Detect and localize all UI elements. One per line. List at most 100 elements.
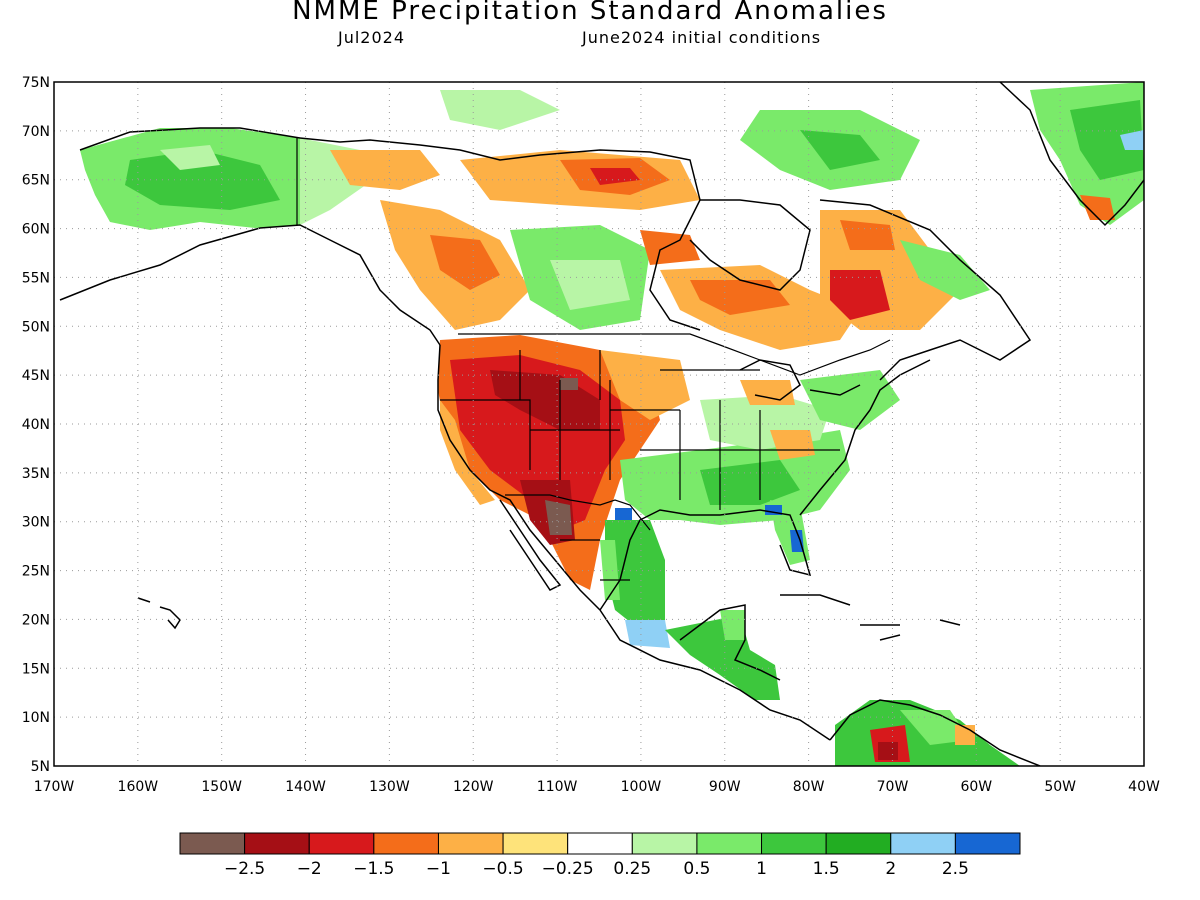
colorbar-label: 1 — [756, 859, 767, 879]
longitude-labels: 170W 160W 150W 140W 130W 120W 110W 100W 90W 80W 70… — [34, 779, 1160, 795]
lat-tick-label: 20N — [22, 612, 50, 628]
anomaly-patch-greenland-wet — [1120, 130, 1144, 150]
border-us-mexico — [505, 494, 651, 531]
anomaly-patch-nunavut-dry-red — [590, 168, 640, 185]
lon-tick-label: 40W — [1128, 779, 1160, 795]
latitude-labels: 75N 70N 65N 60N 55N 50N 45N 40N 35N 30N 25N 20N 15N 1… — [22, 75, 50, 775]
colorbar-label: 0.5 — [683, 859, 710, 879]
anomaly-patch-yucatan — [720, 610, 745, 640]
colorbar-swatch — [761, 832, 827, 855]
anomaly-patch-east-mexico-wet — [605, 520, 665, 630]
colorbar-swatch — [179, 832, 246, 855]
coastline-greenland — [999, 82, 1144, 227]
anomaly-patch-ontario-dry-core — [690, 280, 790, 315]
coastlines — [59, 82, 1144, 766]
graticule — [54, 82, 1144, 766]
lon-tick-label: 100W — [621, 779, 662, 795]
anomaly-patch-appalachia-dry — [770, 430, 815, 460]
anomaly-patch-baffin-core — [800, 130, 880, 170]
lon-tick-label: 60W — [960, 779, 992, 795]
coastline-yucatan — [679, 604, 781, 681]
colorbar-swatch — [244, 832, 310, 855]
anomaly-patch-venezuela-darkred — [878, 742, 898, 760]
colorbar-label: 2 — [885, 859, 896, 879]
anomaly-patch-alaska-core — [125, 150, 280, 210]
colorbar-swatch — [631, 832, 698, 855]
target-month: Jul2024 — [338, 28, 406, 47]
anomaly-patch-south-mexico-blue — [625, 620, 670, 648]
colorbar-label: −0.5 — [482, 859, 523, 879]
lat-tick-label: 65N — [22, 173, 50, 189]
coastline-great-lakes — [739, 359, 861, 401]
anomaly-patch-labrador-green — [900, 240, 990, 300]
anomaly-patch-yukon-dry — [330, 150, 440, 190]
political-borders — [296, 138, 891, 581]
colorbar-label: −1.5 — [353, 859, 394, 879]
anomaly-patch-central-america — [665, 615, 780, 700]
lat-tick-label: 40N — [22, 417, 50, 433]
coastline-hawaii — [137, 597, 181, 630]
anomaly-shading — [80, 82, 1144, 766]
lat-tick-label: 35N — [22, 466, 50, 482]
anomaly-patch-greenland-south-dry — [1080, 195, 1115, 220]
plot-frame — [53, 81, 1145, 767]
anomaly-patch-bc-dry-core — [430, 235, 500, 290]
coastline-south-america — [829, 699, 1041, 766]
lon-tick-label: 90W — [709, 779, 741, 795]
lon-tick-label: 130W — [369, 779, 410, 795]
coastline-baja — [499, 499, 562, 591]
coastline-gulf — [599, 509, 812, 611]
lat-tick-label: 10N — [22, 710, 50, 726]
colorbar-swatch — [696, 832, 763, 855]
colorbar-swatch — [567, 832, 633, 855]
lat-tick-label: 60N — [22, 222, 50, 238]
anomaly-patch-greenland-core — [1070, 100, 1144, 180]
anomaly-patch-venezuela-light — [900, 710, 970, 745]
coastline-labrador — [819, 199, 1032, 381]
colorbar-swatch — [437, 832, 504, 855]
coastline-arctic — [299, 137, 701, 331]
lon-tick-label: 70W — [877, 779, 909, 795]
anomaly-patch-sonora-extreme — [545, 500, 572, 535]
anomaly-patch-plains-dry — [600, 350, 690, 420]
anomaly-patch-alaska-light — [160, 145, 220, 170]
lon-tick-label: 50W — [1044, 779, 1076, 795]
lat-tick-label: 75N — [22, 75, 50, 91]
lon-tick-label: 110W — [537, 779, 578, 795]
lon-tick-label: 80W — [793, 779, 825, 795]
anomaly-patch-arctic-islands — [440, 90, 560, 130]
lat-tick-label: 15N — [22, 661, 50, 677]
colorbar-swatch — [890, 832, 956, 855]
colorbar-label: 2.5 — [942, 859, 969, 879]
colorbar-label: −0.25 — [542, 859, 594, 879]
anomaly-patch-southeast-core — [700, 460, 800, 505]
anomaly-patch-prairies-light — [550, 260, 630, 310]
colorbar-swatch — [373, 832, 439, 855]
map-title: NMME Precipitation Standard Anomalies — [292, 0, 888, 26]
lon-tick-label: 120W — [453, 779, 494, 795]
anomaly-patch-pacific-coast-dry — [440, 400, 495, 505]
anomaly-patch-florida-blue — [790, 530, 804, 552]
lat-tick-label: 25N — [22, 564, 50, 580]
anomaly-patch-northeast-wet — [800, 370, 900, 430]
colorbar-swatch — [825, 832, 892, 855]
border-mexico-states — [560, 539, 630, 581]
lon-tick-label: 150W — [201, 779, 242, 795]
anomaly-patch-quebec-north — [840, 220, 895, 250]
colorbar-label: 1.5 — [813, 859, 840, 879]
lat-tick-label: 30N — [22, 515, 50, 531]
anomaly-patch-hudson-west-dry — [640, 230, 700, 265]
initial-conditions: June2024 initial conditions — [582, 28, 822, 47]
lon-tick-label: 160W — [118, 779, 159, 795]
colorbar-label: −1 — [426, 859, 451, 879]
coastline-mexico-pacific — [599, 609, 831, 741]
anomaly-patch-wyoming-extreme — [560, 378, 578, 390]
colorbar-label: −2.5 — [224, 859, 265, 879]
lat-tick-label: 5N — [31, 759, 50, 775]
anomaly-patch-quebec-dry-core — [830, 270, 890, 320]
coastline-alaska — [59, 127, 441, 346]
coastline-hudson-bay — [689, 199, 811, 291]
coastline-us-atlantic — [799, 359, 931, 516]
lon-tick-label: 170W — [34, 779, 75, 795]
